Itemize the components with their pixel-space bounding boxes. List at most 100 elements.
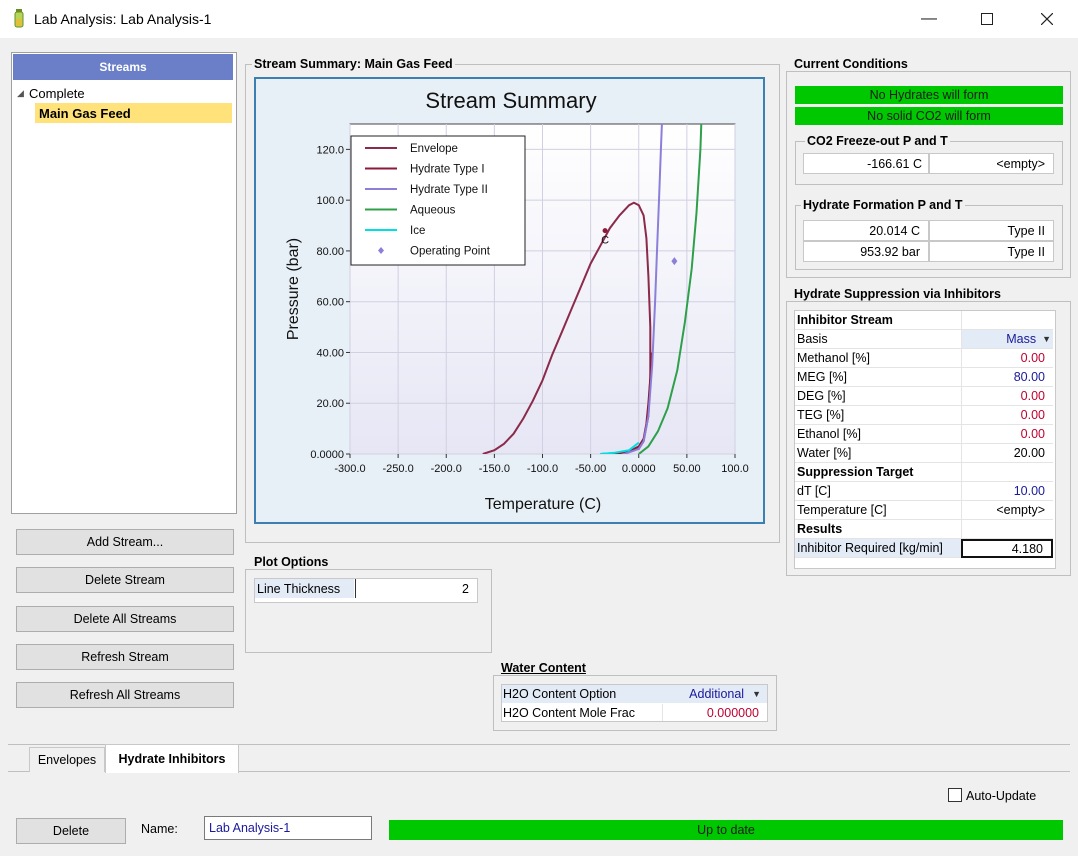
streams-header: Streams [13,54,233,80]
hf-pressure-type: Type II [929,241,1054,262]
water-value: 20.00 [961,444,1053,463]
stream-summary-group [245,64,780,543]
delete-button[interactable]: Delete [16,818,126,844]
h2o-frac-label: H2O Content Mole Frac [503,705,635,720]
minimize-button[interactable]: — [900,0,958,38]
x-tick-label: -150.0 [479,463,510,475]
auto-update-checkbox[interactable] [948,788,962,802]
hydrate-formation-title: Hydrate Formation P and T [801,198,965,212]
h2o-option-dropdown[interactable]: Additional ▼ [662,685,767,703]
legend-label: Hydrate Type I [410,164,485,176]
current-conditions-title: Current Conditions [792,57,910,71]
app-icon [14,9,24,28]
h2o-frac-input[interactable]: 0.000000 [662,704,767,721]
streams-panel [11,52,237,514]
tree-selection-highlight [35,103,232,123]
add-stream-button[interactable]: Add Stream... [16,529,234,555]
y-axis-label: Pressure (bar) [285,238,302,340]
meg-input[interactable]: 80.00 [961,368,1053,387]
basis-value: Mass [1006,332,1037,346]
ethanol-input[interactable]: 0.00 [961,425,1053,444]
deg-label: DEG [%] [795,387,961,406]
inhibitor-stream-header: Inhibitor Stream [795,311,961,330]
tab-strip-line [8,744,1070,745]
refresh-all-streams-button[interactable]: Refresh All Streams [16,682,234,708]
series-line-ice [600,441,640,454]
legend-label: Hydrate Type II [410,184,488,196]
minimize-icon: — [921,10,937,27]
x-tick-label: -200.0 [431,463,462,475]
tree-node-complete[interactable]: Complete [29,86,85,101]
tab-hydrate-inhibitors[interactable]: Hydrate Inhibitors [105,744,239,773]
collapse-arrow-icon[interactable]: ◢ [17,88,24,98]
critical-point-marker [602,228,608,234]
close-icon [1041,13,1053,25]
results-header: Results [795,520,961,539]
dt-input[interactable]: 10.00 [961,482,1053,501]
name-input[interactable]: Lab Analysis-1 [204,816,372,840]
name-label: Name: [141,822,178,836]
co2-freeze-temp: -166.61 C [803,153,929,174]
line-thickness-input[interactable]: 2 [355,579,475,598]
y-tick-label: 80.00 [316,246,344,258]
refresh-stream-button[interactable]: Refresh Stream [16,644,234,670]
x-tick-label: -250.0 [383,463,414,475]
plot-options-group [245,569,492,653]
legend-swatch [378,247,384,254]
basis-label: Basis [795,330,961,349]
deg-input[interactable]: 0.00 [961,387,1053,406]
ethanol-label: Ethanol [%] [795,425,961,444]
series-line-hydrate-type-ii [623,124,663,454]
meg-label: MEG [%] [795,368,961,387]
h2o-option-label: H2O Content Option [502,685,663,703]
title-bar [0,0,1078,38]
tab-envelopes[interactable]: Envelopes [29,747,105,772]
inhibitor-required-label: Inhibitor Required [kg/min] [795,539,961,558]
stream-summary-chart: Stream Summary C -300.0 -250.0 -200.0 -150.… [285,88,749,513]
teg-label: TEG [%] [795,406,961,425]
tab-baseline [8,771,1070,772]
x-axis-label: Temperature (C) [485,496,601,513]
auto-update-label: Auto-Update [966,789,1037,803]
current-conditions-group [786,71,1071,278]
empty-cell [961,520,1053,539]
water-label: Water [%] [795,444,961,463]
x-tick-label: -100.0 [527,463,558,475]
series-line-aqueous [638,124,703,454]
y-tick-label: 100.0 [316,195,344,207]
empty-cell [961,463,1053,482]
delete-all-streams-button[interactable]: Delete All Streams [16,606,234,632]
co2-freeze-other: <empty> [929,153,1054,174]
methanol-input[interactable]: 0.00 [961,349,1053,368]
y-tick-label: 40.00 [316,347,344,359]
tree-node-main-gas-feed[interactable]: Main Gas Feed [39,106,131,121]
legend-label: Operating Point [410,246,491,258]
inhibitor-grid: Inhibitor Stream Basis Mass ▼ Methanol [%… [794,310,1056,569]
legend-box [350,135,526,266]
basis-dropdown[interactable]: Mass ▼ [961,330,1053,349]
chart-title: Stream Summary [425,88,596,113]
maximize-button[interactable] [958,0,1016,38]
delete-stream-button[interactable]: Delete Stream [16,567,234,593]
y-tick-label: 20.00 [316,398,344,410]
hydrate-status-banner: No Hydrates will form [795,86,1063,104]
temperature-input[interactable]: <empty> [961,501,1053,520]
legend-label: Aqueous [410,205,456,217]
hydrate-suppression-title: Hydrate Suppression via Inhibitors [792,287,1003,301]
x-tick-label: 100.0 [721,463,749,475]
temperature-label: Temperature [C] [795,501,961,520]
methanol-label: Methanol [%] [795,349,961,368]
window-title: Lab Analysis: Lab Analysis-1 [34,11,212,27]
empty-cell [961,311,1053,330]
dt-label: dT [C] [795,482,961,501]
critical-point-label: C [601,235,609,247]
stream-summary-title: Stream Summary: Main Gas Feed [252,57,455,71]
chart-frame: Stream Summary C -300.0 -250.0 -200.0 -150.… [254,77,765,524]
hf-temperature: 20.014 C [803,220,929,241]
co2-freeze-title: CO2 Freeze-out P and T [805,134,950,148]
y-tick-label: 120.0 [316,144,344,156]
close-button[interactable] [1018,0,1076,38]
teg-input[interactable]: 0.00 [961,406,1053,425]
chevron-down-icon: ▼ [752,689,761,699]
line-thickness-label: Line Thickness [255,579,354,598]
